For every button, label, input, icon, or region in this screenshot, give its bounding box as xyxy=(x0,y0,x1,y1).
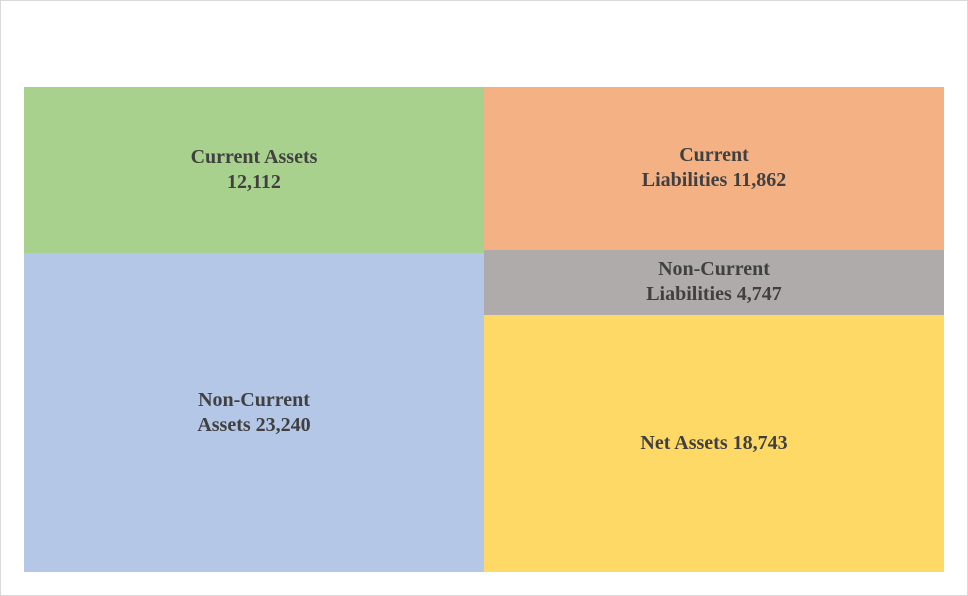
treemap-tile-non-current-assets: Non-Current Assets 23,240 xyxy=(24,253,484,572)
treemap-tile-net-assets: Net Assets 18,743 xyxy=(484,314,944,572)
data-label-net-assets: Net Assets 18,743 xyxy=(640,431,788,454)
treemap-tile-current-assets: Current Assets 12,112 xyxy=(24,87,484,254)
data-label-current-liabilities: Current Liabilities 11,862 xyxy=(641,144,787,192)
data-label-non-current-assets: Non-Current Assets 23,240 xyxy=(197,388,311,436)
treemap-tile-current-liabilities: Current Liabilities 11,862 xyxy=(484,87,944,250)
data-label-non-current-liabilities: Non-Current Liabilities 4,747 xyxy=(646,258,782,306)
data-label-current-assets: Current Assets 12,112 xyxy=(190,146,318,194)
treemap-tile-non-current-liabilities: Non-Current Liabilities 4,747 xyxy=(484,249,944,315)
